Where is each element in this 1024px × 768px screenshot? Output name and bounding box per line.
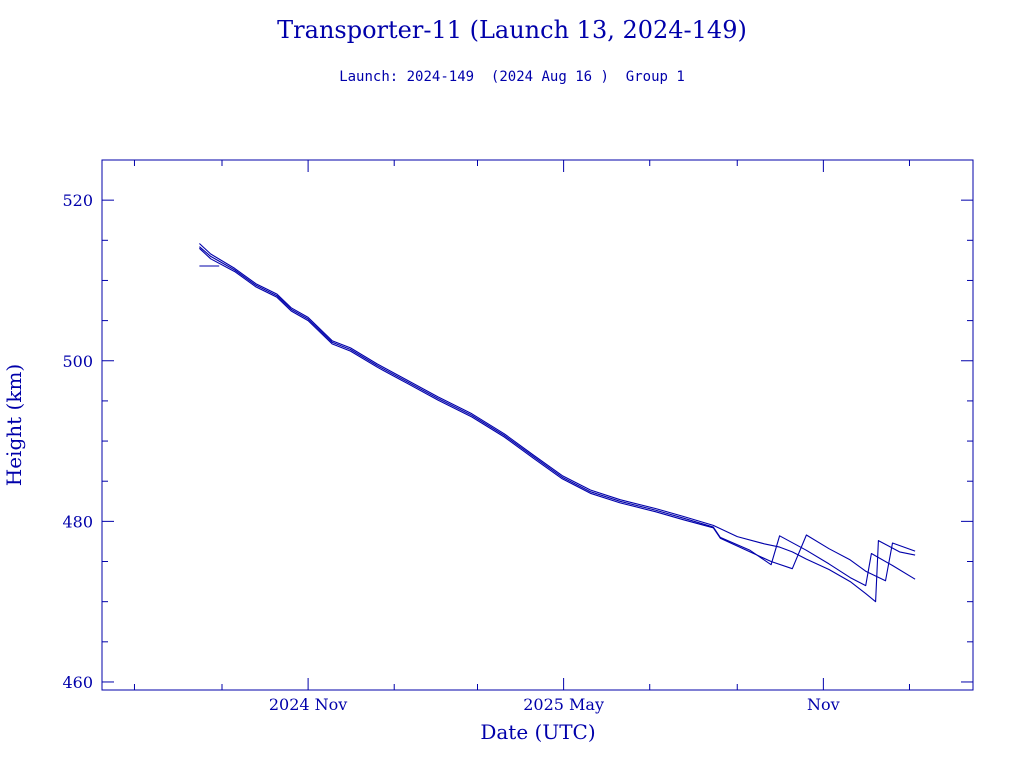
chart-title: Transporter-11 (Launch 13, 2024-149) <box>277 16 747 44</box>
x-axis-label: Date (UTC) <box>480 720 595 744</box>
tick-labels: 460 480 500 520 2024 Nov 2025 May Nov <box>62 191 839 714</box>
x-tick-label: 2025 May <box>523 695 604 714</box>
y-axis-label: Height (km) <box>2 364 26 486</box>
chart-subtitle: Launch: 2024-149 (2024 Aug 16 ) Group 1 <box>339 69 685 85</box>
series-line-3 <box>199 247 916 582</box>
y-tick-label: 460 <box>62 673 93 692</box>
y-tick-label: 500 <box>62 352 93 371</box>
series-group <box>199 243 916 603</box>
plot-frame <box>101 159 974 691</box>
x-tick-label: 2024 Nov <box>269 695 347 714</box>
series-line-1 <box>199 243 916 603</box>
y-tick-label: 520 <box>62 191 93 210</box>
axis-ticks <box>102 159 973 690</box>
y-tick-label: 480 <box>62 512 93 531</box>
x-tick-label: Nov <box>807 695 840 714</box>
series-line-2 <box>199 246 916 587</box>
